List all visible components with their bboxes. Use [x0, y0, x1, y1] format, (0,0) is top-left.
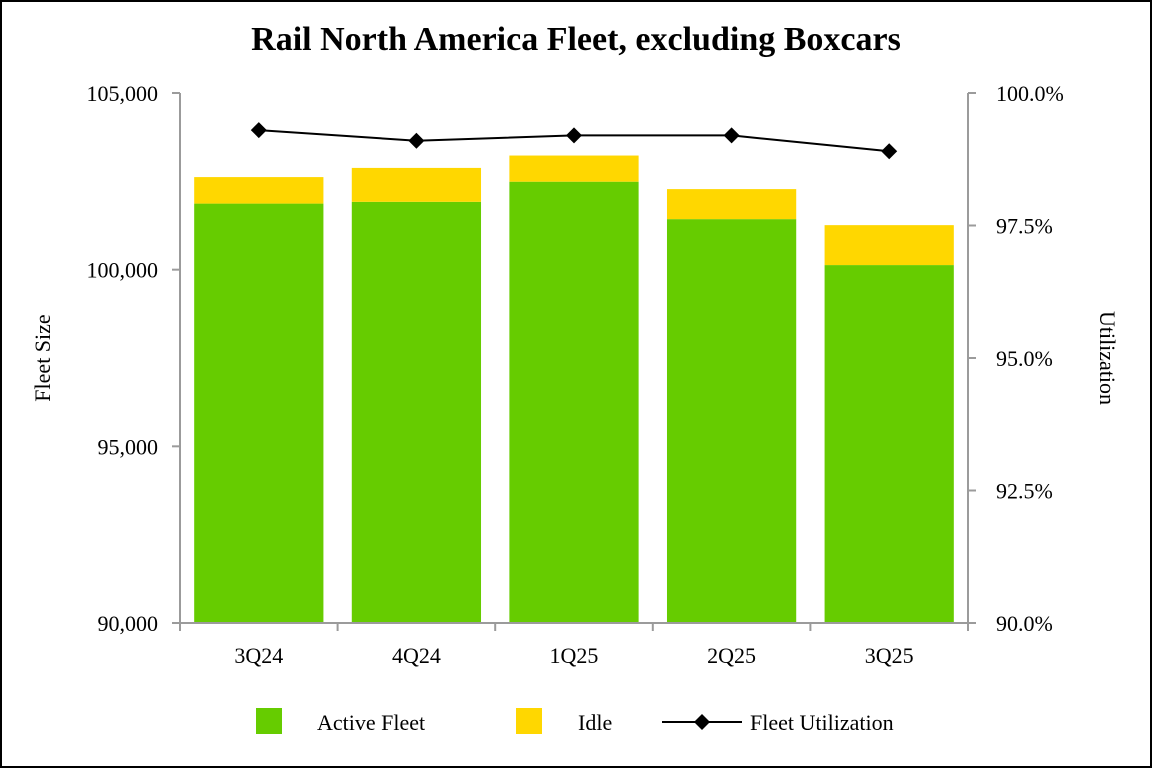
legend-swatch-utilization-marker — [694, 714, 710, 730]
fleet-utilization-marker — [408, 132, 425, 149]
bar-idle — [824, 225, 954, 266]
legend-label-idle: Idle — [578, 710, 612, 735]
y2-axis-tick-label: 92.5% — [996, 479, 1053, 504]
x-axis-tick-label: 3Q24 — [234, 643, 283, 668]
fleet-utilization-marker — [881, 143, 898, 160]
y-axis-tick-label: 95,000 — [98, 434, 159, 459]
y-axis-tick-label: 105,000 — [87, 81, 159, 106]
bar-idle — [194, 177, 324, 204]
x-axis-tick-label: 3Q25 — [865, 643, 914, 668]
bar-idle — [666, 189, 797, 220]
legend-swatch-active-fleet — [256, 708, 282, 734]
legend-label-active-fleet: Active Fleet — [317, 710, 425, 735]
bar-idle — [509, 155, 639, 182]
x-axis-tick-label: 1Q25 — [550, 643, 599, 668]
y-axis-tick-label: 100,000 — [87, 258, 159, 283]
bar-active-fleet — [824, 265, 954, 623]
fleet-utilization-marker — [566, 127, 582, 144]
y-axis-tick-label: 90,000 — [98, 611, 159, 636]
y2-axis-tick-label: 95.0% — [996, 346, 1053, 371]
legend-label-fleet-utilization: Fleet Utilization — [750, 710, 894, 735]
y-axis-title: Fleet Size — [30, 314, 55, 401]
y2-axis-tick-label: 90.0% — [996, 611, 1053, 636]
legend: Active Fleet Idle Fleet Utilization — [256, 708, 894, 735]
y2-axis-tick-label: 97.5% — [996, 214, 1053, 239]
fleet-utilization-marker — [723, 127, 740, 144]
y2-axis-tick-label: 100.0% — [996, 81, 1064, 106]
x-axis-tick-label: 2Q25 — [707, 643, 756, 668]
bar-active-fleet — [351, 201, 482, 623]
fleet-utilization-marker — [250, 122, 267, 139]
x-axis-tick-label: 4Q24 — [392, 643, 441, 668]
y2-axis-title: Utilization — [1095, 311, 1120, 405]
bar-active-fleet — [509, 181, 639, 624]
bar-active-fleet — [666, 219, 797, 623]
bar-active-fleet — [194, 203, 324, 624]
chart-title: Rail North America Fleet, excluding Boxc… — [251, 21, 901, 58]
bar-idle — [351, 167, 482, 202]
legend-swatch-idle — [516, 708, 542, 734]
